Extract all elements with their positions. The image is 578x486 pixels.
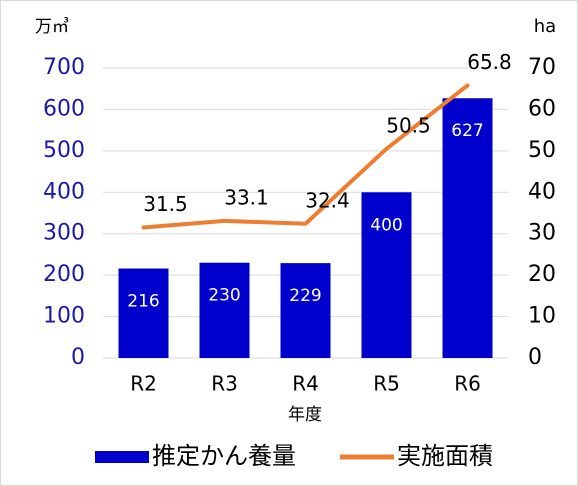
bar [280, 263, 331, 358]
y2-tick-label: 60 [528, 96, 556, 121]
y-tick-label: 0 [71, 345, 85, 370]
y-tick-label: 600 [43, 96, 85, 121]
bar [442, 98, 493, 358]
line [141, 83, 470, 230]
x-tick-label: R2 [130, 372, 157, 396]
y2-tick-label: 20 [528, 262, 556, 287]
y-tick-label: 200 [43, 262, 85, 287]
bar-value-label: 400 [370, 215, 402, 235]
line-value-label: 65.8 [467, 50, 512, 74]
x-tick-label: R4 [292, 372, 319, 396]
y2-tick-label: 40 [528, 179, 556, 204]
y2-tick-label: 0 [528, 345, 542, 370]
x-tick-label: R5 [373, 372, 400, 396]
y2-tick-label: 30 [528, 221, 556, 246]
y2-unit: ha [534, 16, 556, 37]
bar [199, 262, 250, 358]
y-tick-label: 400 [43, 179, 85, 204]
bar-value-label: 229 [289, 286, 321, 306]
y-tick-label: 500 [43, 138, 85, 163]
y2-tick-label: 10 [528, 304, 556, 329]
y-tick-label: 700 [43, 55, 85, 80]
bar-value-label: 230 [208, 286, 240, 306]
line-value-label: 31.5 [143, 192, 188, 216]
y2-tick-label: 50 [528, 138, 556, 163]
y2-tick-label: 70 [528, 55, 556, 80]
legend-label: 推定かん養量 [152, 442, 296, 470]
x-tick-label: R3 [211, 372, 238, 396]
x-axis-label: 年度 [288, 405, 322, 425]
x-tick-label: R6 [454, 372, 481, 396]
bar [118, 268, 169, 358]
bar-value-label: 627 [451, 121, 483, 141]
y-unit: 万㎥ [35, 17, 69, 37]
y-tick-label: 300 [43, 221, 85, 246]
bar [361, 192, 412, 358]
line-value-label: 50.5 [386, 113, 431, 137]
legend-label: 実施面積 [397, 442, 493, 470]
line-value-label: 33.1 [224, 185, 269, 209]
bar-value-label: 216 [127, 292, 159, 312]
legend-swatch [95, 451, 149, 463]
line-value-label: 32.4 [305, 188, 350, 212]
y-tick-label: 100 [43, 304, 85, 329]
